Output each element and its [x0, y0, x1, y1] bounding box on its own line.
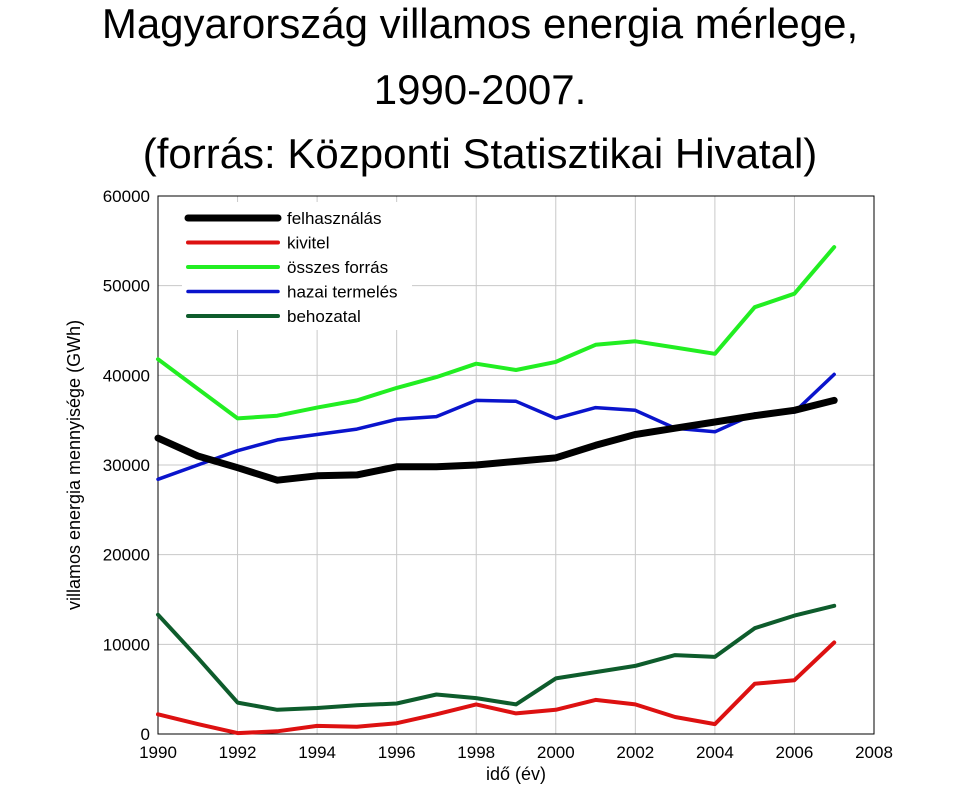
series-line — [154, 396, 838, 484]
series-line — [156, 640, 837, 736]
series-line — [156, 603, 837, 712]
legend-label: kivitel — [287, 234, 330, 253]
x-tick-label: 1992 — [219, 743, 257, 762]
series-layer — [154, 245, 838, 736]
x-tick-label: 1994 — [298, 743, 336, 762]
legend: felhasználás kivitel összes forrás hazai te… — [182, 202, 412, 330]
legend-label: felhasználás — [287, 209, 382, 228]
y-tick-label: 0 — [141, 725, 150, 744]
y-tick-labels: 0 10000 20000 30000 40000 50000 60000 — [103, 187, 150, 744]
x-tick-label: 1990 — [139, 743, 177, 762]
y-tick-label: 50000 — [103, 277, 150, 296]
y-tick-label: 10000 — [103, 635, 150, 654]
y-tick-label: 30000 — [103, 456, 150, 475]
chart-title-line-1: Magyarország villamos energia mérlege, — [101, 0, 859, 47]
y-tick-label: 60000 — [103, 187, 150, 206]
x-tick-label: 1998 — [457, 743, 495, 762]
x-tick-label: 1996 — [378, 743, 416, 762]
x-tick-label: 2002 — [616, 743, 654, 762]
x-axis-label: idő (év) — [486, 764, 546, 784]
y-axis-label: villamos energia mennyisége (GWh) — [64, 320, 84, 610]
series-line — [156, 245, 837, 421]
legend-label: hazai termelés — [287, 283, 398, 302]
x-tick-label: 2004 — [696, 743, 734, 762]
x-tick-label: 2008 — [855, 743, 893, 762]
chart-title-line-3: (forrás: Központi Statisztikai Hivatal) — [142, 130, 818, 177]
x-tick-label: 2000 — [537, 743, 575, 762]
plot-frame — [157, 195, 875, 735]
x-tick-labels: 1990 1992 1994 1996 1998 2000 2002 2004 2006 2008 — [139, 743, 893, 762]
legend-label: behozatal — [287, 307, 361, 326]
x-tick-label: 2006 — [776, 743, 814, 762]
series-line — [156, 372, 836, 482]
legend-label: összes forrás — [287, 258, 388, 277]
y-tick-label: 20000 — [103, 546, 150, 565]
chart-title-line-2: 1990-2007. — [373, 66, 587, 113]
y-tick-label: 40000 — [103, 366, 150, 385]
